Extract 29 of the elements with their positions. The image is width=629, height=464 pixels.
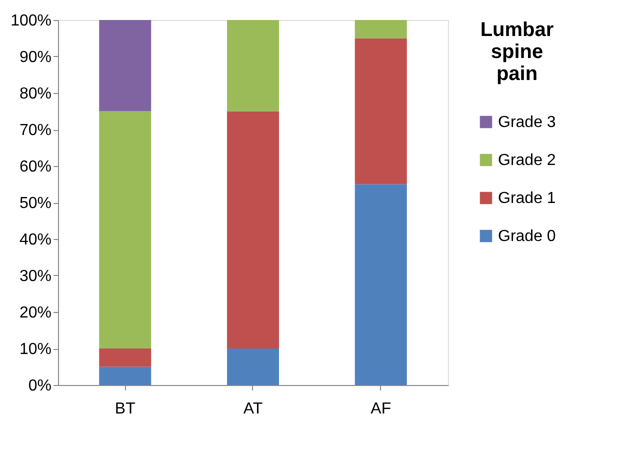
bar: [227, 348, 279, 385]
y-tick-label: 80%: [19, 86, 52, 102]
y-tick-label: 30%: [19, 268, 52, 285]
bar: [227, 20, 279, 112]
bar: [354, 184, 407, 385]
y-tick-label: 40%: [19, 232, 52, 248]
y-tick-label: 10%: [19, 341, 52, 358]
bar: [99, 366, 152, 385]
bar: [227, 111, 279, 348]
y-tick-label: 70%: [19, 122, 52, 139]
bar: [354, 20, 407, 38]
x-tick-label: AT: [243, 400, 263, 418]
y-tick-label: 20%: [19, 304, 52, 322]
y-tick-label: 50%: [19, 195, 52, 212]
x-tick-label: AF: [370, 400, 392, 418]
y-tick-label: 90%: [19, 49, 52, 66]
bar: [99, 111, 152, 348]
y-tick-label: 100%: [10, 12, 52, 30]
bar: [99, 348, 152, 367]
legend-title: Lumbar spine pain: [480, 19, 554, 85]
legend-label: Grade 3: [498, 114, 556, 131]
y-tick-label: 60%: [19, 158, 52, 176]
y-tick-label: 0%: [28, 378, 52, 394]
x-tick-label: BT: [114, 400, 136, 418]
bar: [99, 20, 152, 112]
legend-label: Grade 0: [498, 228, 556, 245]
legend-label: Grade 2: [498, 152, 556, 169]
legend-label: Grade 1: [498, 190, 556, 207]
bar: [354, 38, 407, 184]
